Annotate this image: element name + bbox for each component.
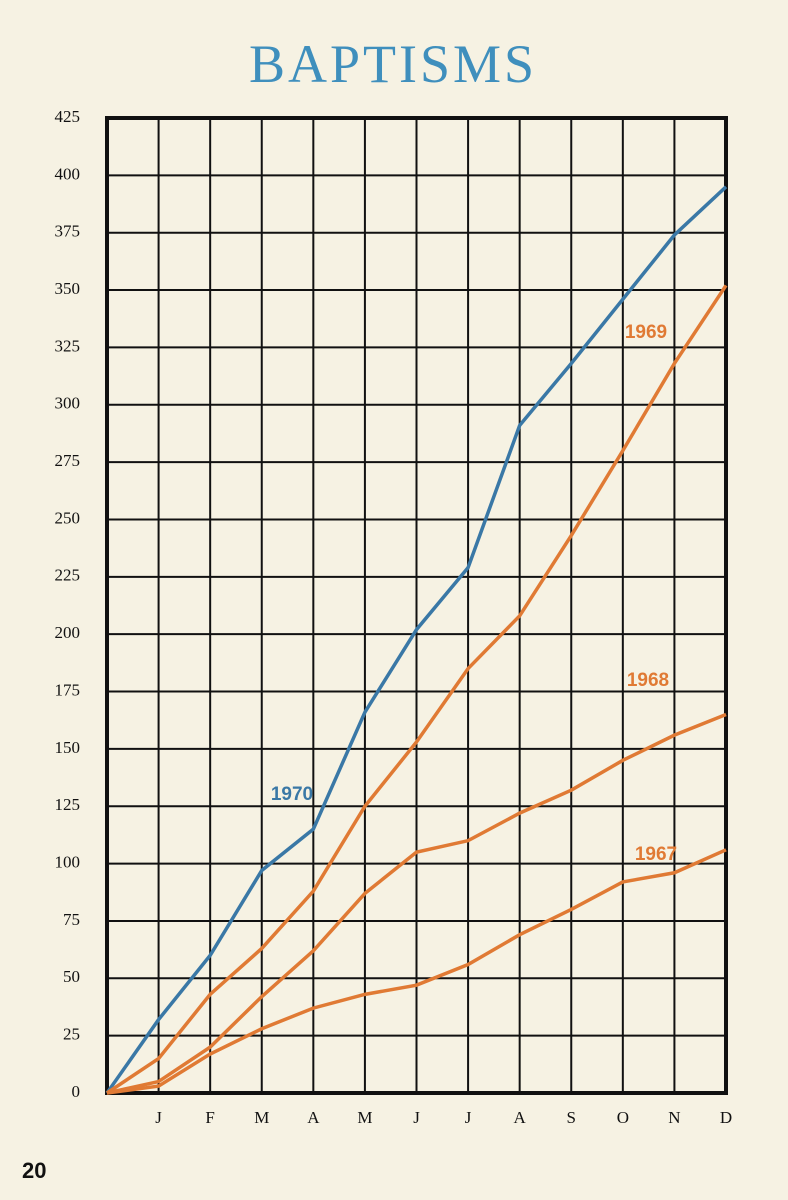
y-tick-label: 225: [55, 566, 81, 585]
plot-frame: [105, 116, 728, 1095]
y-tick-label: 250: [55, 508, 81, 527]
x-tick-label: A: [307, 1108, 320, 1127]
y-tick-label: 425: [55, 107, 81, 126]
series-line: [106, 712, 727, 1095]
y-tick-label: 275: [55, 451, 81, 470]
y-tick-label: 150: [55, 738, 81, 757]
series-line: [105, 185, 728, 1095]
y-tick-label: 375: [55, 222, 81, 241]
page-number: 20: [22, 1158, 46, 1183]
series-line: [106, 284, 728, 1095]
y-tick-label: 175: [55, 680, 81, 699]
x-tick-label: O: [617, 1108, 629, 1127]
x-tick-label: M: [254, 1108, 269, 1127]
y-tick-label: 125: [55, 795, 81, 814]
x-tick-label: M: [357, 1108, 372, 1127]
x-tick-label: J: [413, 1108, 420, 1127]
x-tick-label: J: [155, 1108, 162, 1127]
y-tick-label: 325: [55, 336, 81, 355]
x-tick-label: S: [567, 1108, 576, 1127]
series-line: [106, 848, 727, 1095]
y-tick-label: 350: [55, 279, 81, 298]
series-label: 1967: [635, 844, 677, 865]
y-tick-label: 75: [63, 910, 80, 929]
series-label: 1969: [625, 322, 667, 343]
chart-title: BAPTISMS: [249, 34, 537, 94]
x-tick-label: D: [720, 1108, 732, 1127]
y-tick-label: 0: [72, 1082, 81, 1101]
y-tick-label: 200: [55, 623, 81, 642]
x-tick-label: A: [514, 1108, 527, 1127]
y-tick-label: 300: [55, 394, 81, 413]
series-label: 1970: [271, 784, 313, 805]
x-tick-label: N: [668, 1108, 680, 1127]
y-tick-label: 50: [63, 967, 80, 986]
x-tick-label: F: [205, 1108, 214, 1127]
series-label: 1968: [627, 670, 669, 691]
y-tick-label: 25: [63, 1025, 80, 1044]
x-tick-label: J: [465, 1108, 472, 1127]
y-tick-label: 100: [55, 852, 81, 871]
y-tick-label: 400: [55, 164, 81, 183]
